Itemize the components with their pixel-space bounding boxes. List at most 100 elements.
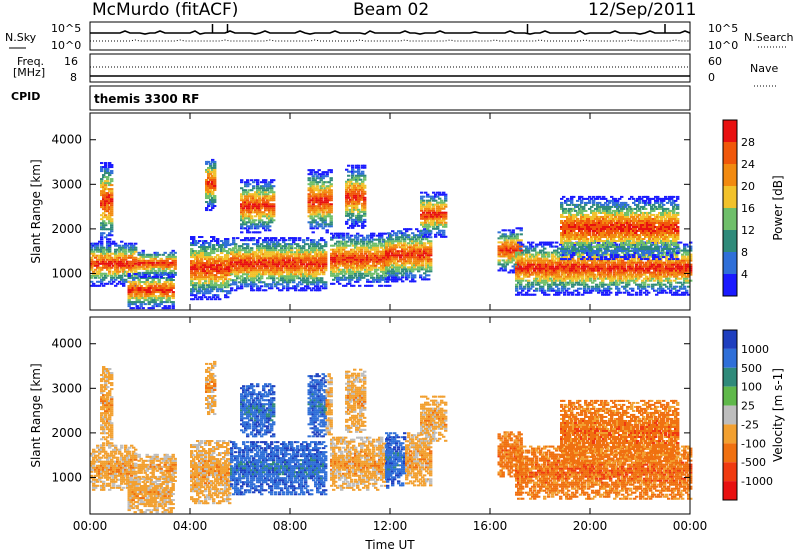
heatmap-cell — [108, 272, 112, 275]
heatmap-cell — [327, 197, 331, 200]
heatmap-cell — [407, 266, 411, 269]
heatmap-cell — [264, 229, 268, 232]
heatmap-cell — [222, 248, 226, 251]
heatmap-cell — [378, 234, 382, 237]
heatmap-cell — [159, 303, 163, 306]
heatmap-cell — [143, 291, 147, 294]
heatmap-cell — [209, 182, 213, 185]
heatmap-cell — [100, 178, 104, 181]
heatmap-cell — [399, 256, 403, 259]
heatmap-cell — [288, 237, 292, 240]
heatmap-cell — [294, 265, 298, 268]
heatmap-cell — [286, 283, 290, 286]
heatmap-cell — [230, 271, 234, 274]
heatmap-cell — [403, 258, 407, 261]
heatmap-cell — [425, 264, 429, 267]
heatmap-cell — [314, 261, 318, 264]
heatmap-cell — [226, 284, 230, 287]
heatmap-cell — [351, 226, 355, 229]
heatmap-cell — [356, 270, 360, 273]
heatmap-cell — [307, 211, 311, 214]
heatmap-cell — [501, 253, 505, 256]
heatmap-cell — [334, 254, 338, 257]
heatmap-cell — [209, 190, 213, 194]
heatmap-cell — [254, 195, 258, 198]
heatmap-cell — [399, 272, 403, 275]
heatmap-cell — [262, 223, 266, 226]
heatmap-cell — [108, 248, 112, 251]
heatmap-cell — [355, 192, 359, 195]
heatmap-cell — [362, 276, 366, 279]
heatmap-cell — [252, 185, 256, 188]
heatmap-cell — [422, 195, 426, 198]
heatmap-cell — [318, 267, 322, 270]
heatmap-cell — [318, 265, 322, 268]
heatmap-cell — [355, 204, 359, 207]
heatmap-cell — [264, 249, 268, 252]
heatmap-cell — [353, 218, 357, 221]
heatmap-cell — [120, 266, 124, 269]
heatmap-cell — [304, 251, 308, 254]
heatmap-cell — [302, 289, 306, 292]
heatmap-cell — [543, 259, 547, 262]
heatmap-cell — [555, 267, 559, 270]
heatmap-cell — [385, 240, 389, 243]
heatmap-cell — [282, 287, 286, 290]
heatmap-cell — [264, 203, 268, 206]
heatmap-cell — [325, 231, 329, 234]
heatmap-cell — [290, 247, 294, 250]
heatmap-cell — [411, 236, 415, 239]
heatmap-cell — [100, 186, 104, 189]
heatmap-cell — [370, 234, 374, 237]
heatmap-cell — [357, 170, 361, 173]
heatmap-cell — [426, 201, 430, 204]
heatmap-cell — [515, 247, 519, 250]
heatmap-cell — [165, 255, 169, 258]
heatmap-cell — [214, 248, 218, 251]
heatmap-cell — [220, 278, 224, 281]
heatmap-cell — [327, 189, 331, 192]
heatmap-cell — [282, 275, 286, 278]
heatmap-cell — [132, 268, 136, 271]
heatmap-cell — [360, 240, 364, 243]
heatmap-cell — [211, 197, 215, 200]
heatmap-cell — [551, 287, 555, 290]
heatmap-cell — [356, 252, 360, 255]
heatmap-cell — [194, 282, 198, 285]
heatmap-cell — [357, 218, 361, 221]
heatmap-cell — [264, 201, 268, 204]
heatmap-cell — [336, 280, 340, 283]
heatmap-cell — [420, 217, 424, 220]
heatmap-cell — [151, 261, 155, 264]
heatmap-cell — [421, 264, 425, 267]
heatmap-cell — [527, 283, 531, 286]
heatmap-cell — [92, 282, 96, 285]
heatmap-cell — [551, 255, 555, 258]
heatmap-cell — [200, 236, 204, 239]
heatmap-cell — [354, 272, 358, 275]
heatmap-cell — [210, 298, 214, 301]
heatmap-cell — [308, 257, 312, 260]
heatmap-cell — [192, 268, 196, 271]
heatmap-cell — [353, 188, 357, 191]
heatmap-cell — [430, 203, 434, 206]
heatmap-cell — [349, 208, 353, 211]
heatmap-cell — [539, 257, 543, 260]
heatmap-cell — [124, 250, 128, 253]
heatmap-cell — [106, 254, 110, 257]
heatmap-cell — [224, 256, 228, 259]
heatmap-cell — [256, 273, 260, 276]
heatmap-cell — [122, 272, 126, 275]
heatmap-cell — [288, 263, 292, 266]
heatmap-cell — [149, 283, 153, 286]
heatmap-cell — [347, 194, 351, 197]
heatmap-cell — [366, 246, 370, 249]
heatmap-cell — [497, 263, 501, 266]
heatmap-cell — [120, 276, 124, 279]
heatmap-cell — [533, 293, 537, 296]
heatmap-cell — [104, 198, 108, 201]
heatmap-cell — [380, 284, 384, 287]
heatmap-cell — [196, 252, 200, 255]
heatmap-cell — [515, 243, 519, 246]
heatmap-cell — [529, 269, 533, 272]
